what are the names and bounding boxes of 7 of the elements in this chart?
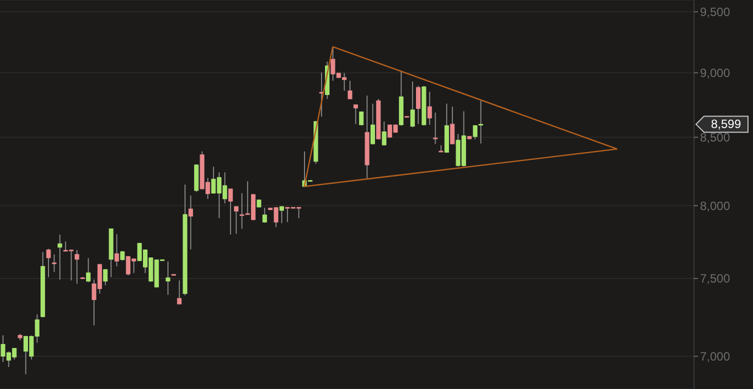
y-tick-label: 8,500 — [700, 130, 730, 145]
y-tick-label: 8,000 — [700, 198, 730, 213]
y-tick-label: 9,000 — [700, 66, 730, 80]
y-tick-label: 7,000 — [700, 350, 730, 364]
text: 8,599 — [710, 117, 742, 132]
y-tick-label: 7,500 — [700, 272, 730, 286]
y-tick-label: 9,500 — [700, 5, 730, 20]
